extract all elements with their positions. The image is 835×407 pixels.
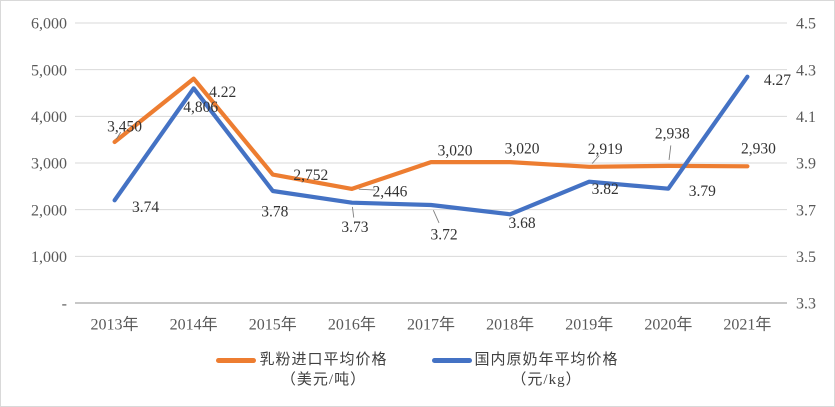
legend-label-import-line1: 乳粉进口平均价格 bbox=[259, 352, 388, 368]
data-label-import-milk-powder-price: 3,450 bbox=[107, 118, 142, 135]
data-label-domestic-raw-milk-price: 3.78 bbox=[261, 203, 288, 220]
data-label-import-milk-powder-price: 2,930 bbox=[741, 141, 776, 158]
left-axis-tick: 3,000 bbox=[31, 156, 67, 173]
right-axis-tick: 3.7 bbox=[796, 202, 816, 219]
legend-label-domestic-line1: 国内原奶年平均价格 bbox=[474, 352, 619, 368]
legend-label-import-line2: （美元/吨） bbox=[280, 372, 367, 388]
data-label-domestic-raw-milk-price: 3.68 bbox=[509, 215, 536, 232]
data-label-leader bbox=[358, 188, 376, 191]
data-label-import-milk-powder-price: 2,919 bbox=[588, 141, 623, 158]
right-axis-tick: 3.5 bbox=[796, 249, 816, 266]
x-axis-label: 2019年 bbox=[565, 316, 613, 334]
data-label-domestic-raw-milk-price: 3.79 bbox=[689, 183, 716, 200]
x-axis-label: 2016年 bbox=[328, 316, 376, 334]
data-label-domestic-raw-milk-price: 3.73 bbox=[341, 219, 368, 236]
x-axis-label: 2018年 bbox=[486, 316, 534, 334]
data-label-domestic-raw-milk-price: 3.74 bbox=[132, 199, 159, 216]
right-axis-tick: 3.9 bbox=[796, 156, 816, 173]
left-axis-tick: 1,000 bbox=[31, 249, 67, 266]
data-label-import-milk-powder-price: 3,020 bbox=[505, 140, 540, 157]
series-line-import-milk-powder-price bbox=[112, 76, 750, 191]
left-axis-tick: 5,000 bbox=[31, 62, 67, 79]
left-axis-tick: 4,000 bbox=[31, 109, 67, 126]
data-label-import-milk-powder-price: 3,020 bbox=[438, 142, 473, 159]
x-axis-label: 2015年 bbox=[249, 316, 297, 334]
left-axis-tick: 6,000 bbox=[31, 16, 67, 33]
data-label-import-milk-powder-price: 2,752 bbox=[293, 167, 328, 184]
data-label-import-milk-powder-price: 4,806 bbox=[183, 99, 218, 116]
data-label-domestic-raw-milk-price: 4.27 bbox=[764, 72, 791, 89]
right-axis-tick: 4.3 bbox=[796, 62, 816, 79]
data-label-leader bbox=[432, 210, 440, 224]
x-axis-label: 2020年 bbox=[644, 316, 692, 334]
right-axis-tick: 3.3 bbox=[796, 296, 816, 313]
series-line-domestic-raw-milk-price bbox=[112, 74, 750, 217]
right-axis-tick: 4.5 bbox=[796, 16, 816, 33]
x-axis-label: 2013年 bbox=[91, 316, 139, 334]
left-axis-tick: 2,000 bbox=[31, 202, 67, 219]
right-axis-tick: 4.1 bbox=[796, 109, 816, 126]
data-label-leader bbox=[351, 206, 355, 218]
x-axis-label: 2014年 bbox=[170, 316, 218, 334]
legend-item-import-milk-powder-price: 乳粉进口平均价格 （美元/吨） bbox=[216, 350, 387, 390]
legend-swatch-import-milk-powder-price bbox=[216, 358, 257, 363]
legend-label-domestic-line2: （元/kg） bbox=[511, 372, 582, 388]
data-label-import-milk-powder-price: 2,446 bbox=[372, 183, 407, 200]
x-axis-label: 2021年 bbox=[723, 316, 771, 334]
data-label-leader bbox=[591, 155, 600, 164]
data-label-domestic-raw-milk-price: 3.72 bbox=[430, 226, 457, 243]
data-label-leader bbox=[115, 131, 122, 140]
data-label-import-milk-powder-price: 2,938 bbox=[655, 125, 690, 142]
x-axis-label: 2017年 bbox=[407, 316, 455, 334]
data-label-leader bbox=[668, 145, 672, 161]
legend-swatch-domestic-raw-milk-price bbox=[431, 358, 472, 363]
chart-legend: 乳粉进口平均价格 （美元/吨） 国内原奶年平均价格 （元/kg） bbox=[1, 350, 834, 390]
left-axis-tick: - bbox=[62, 296, 67, 313]
legend-item-domestic-raw-milk-price: 国内原奶年平均价格 （元/kg） bbox=[431, 350, 619, 390]
data-label-domestic-raw-milk-price: 3.82 bbox=[592, 181, 619, 198]
data-label-domestic-raw-milk-price: 4.22 bbox=[209, 84, 236, 101]
